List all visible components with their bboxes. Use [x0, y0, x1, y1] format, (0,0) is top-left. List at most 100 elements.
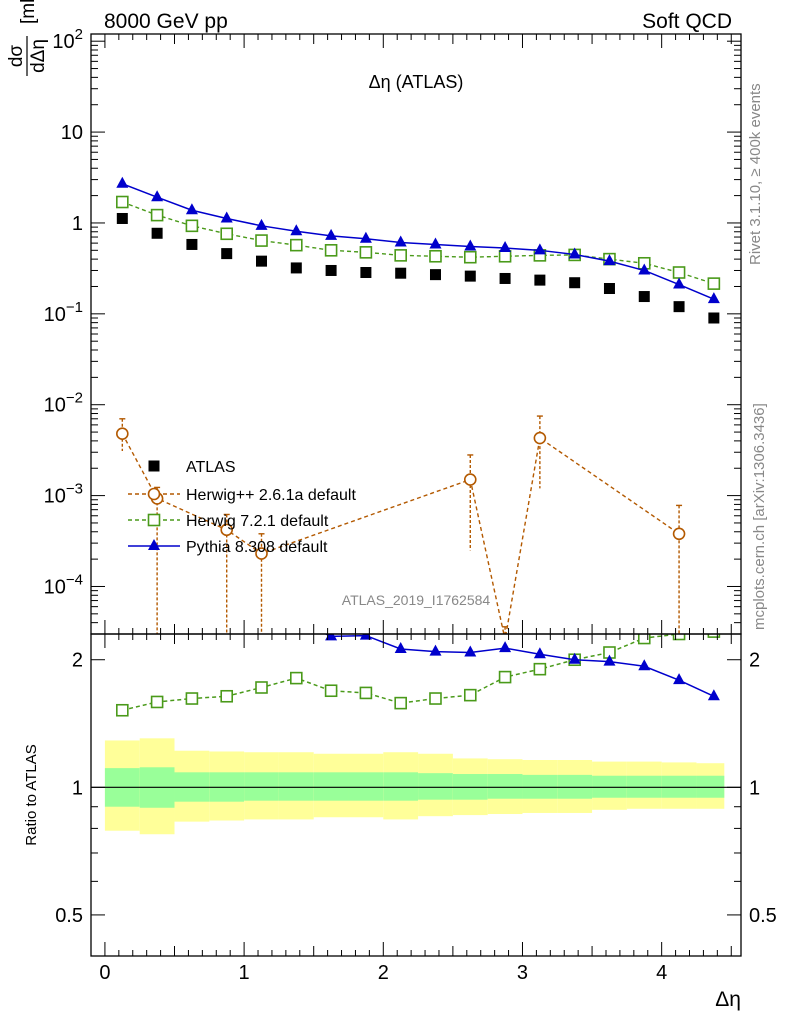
- ratio-y-tick-label-right: 0.5: [749, 905, 777, 927]
- y-tick-label: 1: [72, 213, 83, 235]
- legend-atlas-label: ATLAS: [186, 459, 236, 476]
- ratio-pythia-point: [186, 615, 198, 626]
- herwigpp-series-line: [121, 433, 680, 634]
- ratio-herwig7-point: [637, 634, 651, 645]
- herwig7-point: [359, 246, 373, 259]
- pythia-point: [464, 239, 477, 251]
- atlas-data-point: [290, 262, 302, 274]
- y-tick-label: 10−1: [44, 299, 83, 326]
- atlas-data-point: [464, 270, 476, 282]
- ratio-y-tick-label-right: 1: [749, 777, 760, 799]
- ratio-herwig7-point: [498, 670, 512, 684]
- ratio-pythia-point: [499, 641, 512, 653]
- ratio-pythia-point: [290, 613, 302, 624]
- herwig7-point: [220, 227, 234, 241]
- atlas-data-point: [673, 301, 685, 313]
- ratio-herwig7-point: [116, 703, 129, 717]
- atlas-data-point: [708, 312, 720, 324]
- y-tick-label: 10: [61, 122, 83, 144]
- herwig7-point: [255, 234, 268, 247]
- x-tick-label: 0: [99, 962, 110, 984]
- atlas-data-point: [429, 269, 441, 281]
- ratio-herwig7-point: [533, 662, 547, 676]
- herwig7-point: [394, 249, 407, 262]
- legend-atlas-marker: [148, 460, 160, 472]
- svg-text:dσ: dσ: [6, 45, 27, 68]
- herwigpp-point: [116, 427, 129, 440]
- x-tick-label: 2: [378, 962, 389, 984]
- legend-herwigpp-label: Herwig++ 2.6.1a default: [186, 487, 356, 504]
- ratio-herwig7-point: [185, 692, 199, 705]
- ratio-pythia-point: [673, 673, 686, 685]
- ratio-herwig7-point: [324, 684, 338, 698]
- main-y-axis-label: dσ dΔη [mb]: [6, 0, 49, 76]
- atlas-data-point: [325, 264, 337, 276]
- ratio-pythia-point: [638, 659, 651, 671]
- uncertainty-band-inner: [418, 773, 453, 800]
- ratio-herwig7-point: [707, 634, 721, 638]
- x-tick-label: 1: [239, 962, 250, 984]
- legend: ATLAS Herwig++ 2.6.1a default Herwig 7.2.1…: [128, 459, 356, 556]
- ratio-herwig7-point: [463, 688, 477, 702]
- atlas-data-point: [499, 272, 511, 284]
- ratio-pythia-point: [568, 652, 581, 664]
- legend-herwig7-label: Herwig 7.2.1 default: [186, 513, 329, 530]
- ratio-pythia-point: [464, 645, 477, 657]
- uncertainty-band-inner: [313, 772, 349, 801]
- uncertainty-band-inner: [278, 772, 314, 801]
- herwig7-point: [707, 277, 721, 290]
- pythia-point: [568, 247, 581, 259]
- pythia-point: [220, 211, 233, 223]
- legend-pythia-marker: [148, 539, 160, 550]
- herwig7-point: [463, 250, 477, 264]
- ratio-y-tick-label-left: 1: [72, 777, 83, 799]
- ratio-pythia-point: [707, 689, 720, 701]
- uncertainty-band-inner: [487, 774, 523, 799]
- ratio-herwig7-point: [359, 686, 373, 700]
- legend-herwig7-marker: [147, 513, 161, 527]
- y-tick-label: 10−4: [44, 571, 83, 598]
- herwigpp-point: [255, 547, 268, 560]
- herwig7-point: [672, 266, 686, 279]
- ratio-herwig7-point: [150, 695, 164, 709]
- pythia-point: [325, 228, 338, 240]
- ratio-herwig7-point: [289, 671, 303, 685]
- analysis-watermark: ATLAS_2019_I1762584: [342, 592, 491, 608]
- pythia-point: [533, 243, 546, 255]
- uncertainty-band-inner: [244, 772, 279, 801]
- herwig7-point: [289, 238, 303, 252]
- pythia-point: [290, 224, 303, 236]
- atlas-data-point: [534, 274, 546, 286]
- herwig7-point: [324, 244, 338, 257]
- svg-text:[mb]: [mb]: [18, 0, 39, 24]
- atlas-data-point: [221, 248, 233, 260]
- y-tick-label: 102: [52, 26, 83, 53]
- y-tick-label: 10−3: [44, 481, 83, 508]
- herwig7-point: [498, 249, 512, 263]
- herwigpp-point: [672, 527, 686, 541]
- ratio-y-tick-label-right: 2: [749, 650, 760, 672]
- pythia-point: [499, 241, 512, 253]
- herwig7-point: [429, 249, 442, 263]
- pythia-point: [185, 203, 198, 215]
- ratio-herwig7-line: [122, 634, 691, 711]
- atlas-data-point: [186, 238, 198, 250]
- pythia-point: [638, 263, 651, 275]
- legend-herwigpp-marker: [147, 487, 161, 501]
- uncertainty-band-inner: [348, 772, 384, 801]
- x-tick-label: 3: [517, 962, 528, 984]
- pythia-point: [359, 231, 372, 243]
- pythia-point: [429, 237, 442, 249]
- herwigpp-point: [463, 473, 477, 486]
- atlas-data-point: [151, 227, 163, 239]
- y-tick-label: 10−2: [44, 390, 83, 417]
- ratio-pythia-point: [394, 642, 407, 654]
- ratio-herwig7-point: [672, 634, 686, 641]
- ratio-herwig7-point: [255, 681, 268, 694]
- herwigpp-point: [533, 431, 547, 445]
- pythia-point: [603, 254, 616, 266]
- ratio-pythia-point: [116, 618, 128, 629]
- ratio-y-axis-label: Ratio to ATLAS: [23, 744, 40, 845]
- atlas-data-point: [603, 283, 615, 295]
- ratio-plot-frame: [90, 633, 742, 957]
